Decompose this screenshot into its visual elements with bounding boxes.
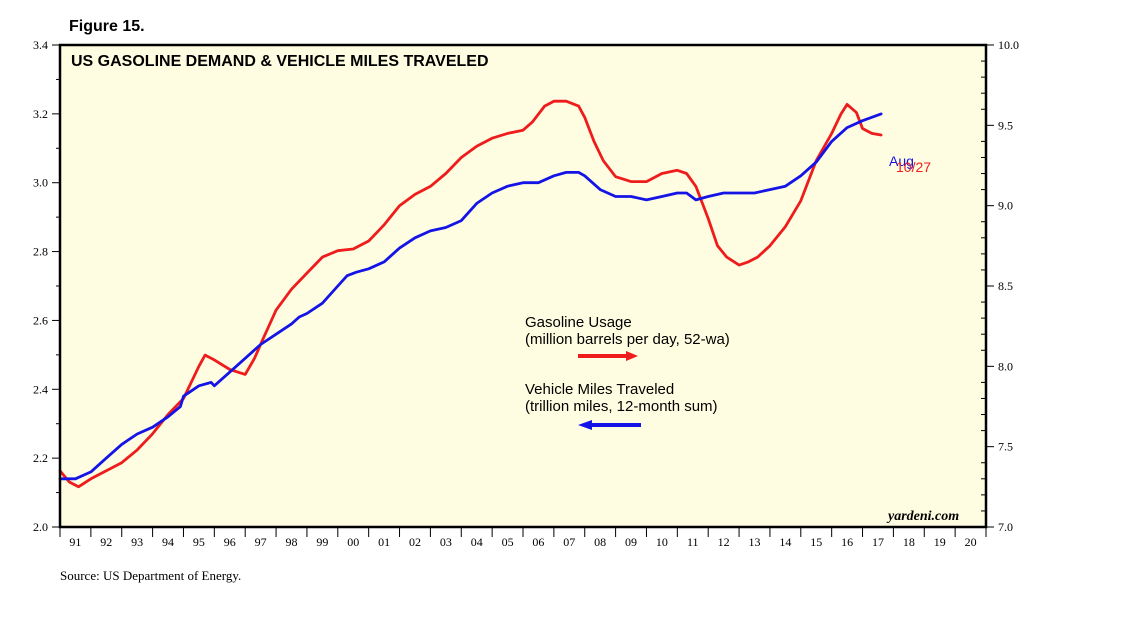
left-axis-tick-label: 2.6 <box>33 313 48 327</box>
watermark: yardeni.com <box>886 509 959 524</box>
left-axis-tick-label: 3.0 <box>33 176 48 190</box>
x-axis-tick-label: 98 <box>286 535 298 549</box>
legend-gasoline-units: (million barrels per day, 52-wa) <box>525 331 730 348</box>
x-axis-tick-label: 13 <box>749 535 761 549</box>
x-axis-tick-label: 97 <box>255 535 267 549</box>
left-axis-tick-label: 2.8 <box>33 245 48 259</box>
x-axis-tick-label: 17 <box>872 535 884 549</box>
vmt-line <box>58 112 883 481</box>
source-note: Source: US Department of Energy. <box>60 568 241 583</box>
right-axis: 7.0 7.5 8.0 8.5 9.0 9.5 10.0 <box>981 38 1019 534</box>
left-axis-tick-label: 2.4 <box>33 382 48 396</box>
chart-title: US GASOLINE DEMAND & VEHICLE MILES TRAVE… <box>71 53 489 70</box>
x-axis-tick-label: 12 <box>718 535 730 549</box>
x-axis-tick-label: 08 <box>594 535 606 549</box>
x-axis-tick-label: 04 <box>471 535 483 549</box>
x-axis-tick-label: 18 <box>903 535 915 549</box>
x-axis-tick-label: 03 <box>440 535 452 549</box>
legend-gasoline-arrow <box>578 351 638 361</box>
right-axis-tick-label: 9.5 <box>998 118 1013 132</box>
x-axis-tick-label: 95 <box>193 535 205 549</box>
x-axis-tick-label: 09 <box>625 535 637 549</box>
x-axis-tick-label: 01 <box>378 535 390 549</box>
left-axis-tick-label: 2.2 <box>33 451 48 465</box>
gasoline-end-label: 10/27 <box>896 159 931 175</box>
x-axis-tick-label: 10 <box>656 535 668 549</box>
figure-label: Figure 15. <box>69 18 145 35</box>
right-axis-tick-label: 8.5 <box>998 279 1013 293</box>
legend-vmt-units: (trillion miles, 12-month sum) <box>525 398 718 415</box>
right-axis-tick-label: 8.0 <box>998 359 1013 373</box>
x-axis-tick-label: 93 <box>131 535 143 549</box>
x-axis-tick-label: 05 <box>502 535 514 549</box>
legend-vmt-label: Vehicle Miles Traveled <box>525 381 674 398</box>
right-axis-tick-label: 9.0 <box>998 199 1013 213</box>
left-axis: 2.0 2.2 2.4 2.6 2.8 3.0 3.2 3.4 <box>33 38 60 534</box>
plot-area <box>60 45 986 527</box>
x-axis-tick-label: 15 <box>810 535 822 549</box>
x-axis-tick-label: 00 <box>347 535 359 549</box>
x-axis-tick-label: 94 <box>162 535 174 549</box>
x-axis-tick-label: 96 <box>224 535 236 549</box>
legend-vmt-arrow <box>578 420 641 430</box>
x-axis-tick-label: 20 <box>965 535 977 549</box>
x-axis-tick-label: 06 <box>532 535 544 549</box>
legend-gasoline-label: Gasoline Usage <box>525 314 632 331</box>
x-axis-tick-label: 16 <box>841 535 853 549</box>
right-axis-tick-label: 10.0 <box>998 38 1019 52</box>
x-axis-tick-label: 07 <box>563 535 575 549</box>
left-axis-tick-label: 3.2 <box>33 107 48 121</box>
right-axis-tick-label: 7.0 <box>998 520 1013 534</box>
left-axis-tick-label: 2.0 <box>33 520 48 534</box>
x-axis-tick-label: 19 <box>934 535 946 549</box>
x-axis-tick-label: 14 <box>779 535 791 549</box>
right-axis-tick-label: 7.5 <box>998 440 1013 454</box>
x-axis: 91 92 93 94 95 96 97 98 99 00 01 02 03 04 05 06 07 08 09 10… <box>59 527 987 549</box>
vmt-end-label: Aug <box>889 153 914 169</box>
x-axis-tick-label: 11 <box>687 535 699 549</box>
x-axis-tick-label: 91 <box>69 535 81 549</box>
left-axis-tick-label: 3.4 <box>33 38 48 52</box>
series-layer <box>58 99 883 489</box>
x-axis-tick-label: 02 <box>409 535 421 549</box>
x-axis-tick-label: 99 <box>316 535 328 549</box>
x-axis-tick-label: 92 <box>100 535 112 549</box>
legend: Gasoline Usage (million barrels per day,… <box>525 314 730 430</box>
gasoline-line <box>58 99 883 489</box>
